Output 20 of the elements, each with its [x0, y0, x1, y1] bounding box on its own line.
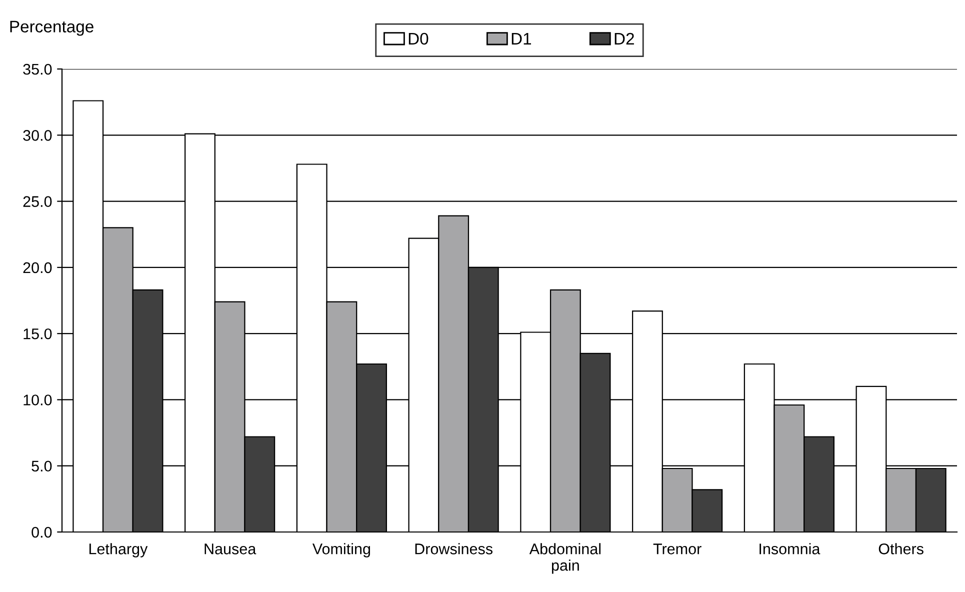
y-tick-label: 15.0: [24, 328, 52, 340]
y-tick-label: 35.0: [23, 64, 52, 75]
x-tick-label: Drowsiness: [415, 543, 492, 554]
legend-label: D0: [408, 32, 428, 45]
x-tick-label: Abdominal pain: [529, 543, 601, 574]
y-tick-label: 20.0: [23, 262, 52, 274]
x-tick-label: Nausea: [204, 544, 256, 554]
x-tick-label: Vomiting: [312, 543, 370, 558]
x-tick-label: Insomnia: [760, 543, 820, 554]
y-axis-title: Percentage: [10, 20, 94, 36]
legend-label: D2: [614, 32, 634, 44]
legend-label: D1: [512, 33, 532, 44]
y-tick-label: 25.0: [23, 196, 52, 207]
y-tick-label: 5.0: [32, 460, 52, 472]
y-tick-label: 30.0: [23, 130, 52, 141]
x-tick-label: Others: [878, 543, 924, 554]
x-tick-label: Lethargy: [89, 543, 148, 558]
y-tick-label: 10.0: [24, 394, 52, 406]
x-tick-label: Tremor: [653, 544, 702, 554]
y-tick-label: 0.0: [32, 526, 52, 538]
